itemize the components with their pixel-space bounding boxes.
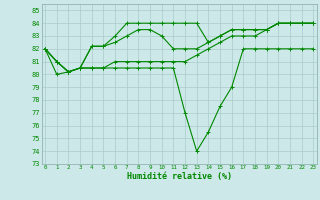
X-axis label: Humidité relative (%): Humidité relative (%) bbox=[127, 172, 232, 181]
